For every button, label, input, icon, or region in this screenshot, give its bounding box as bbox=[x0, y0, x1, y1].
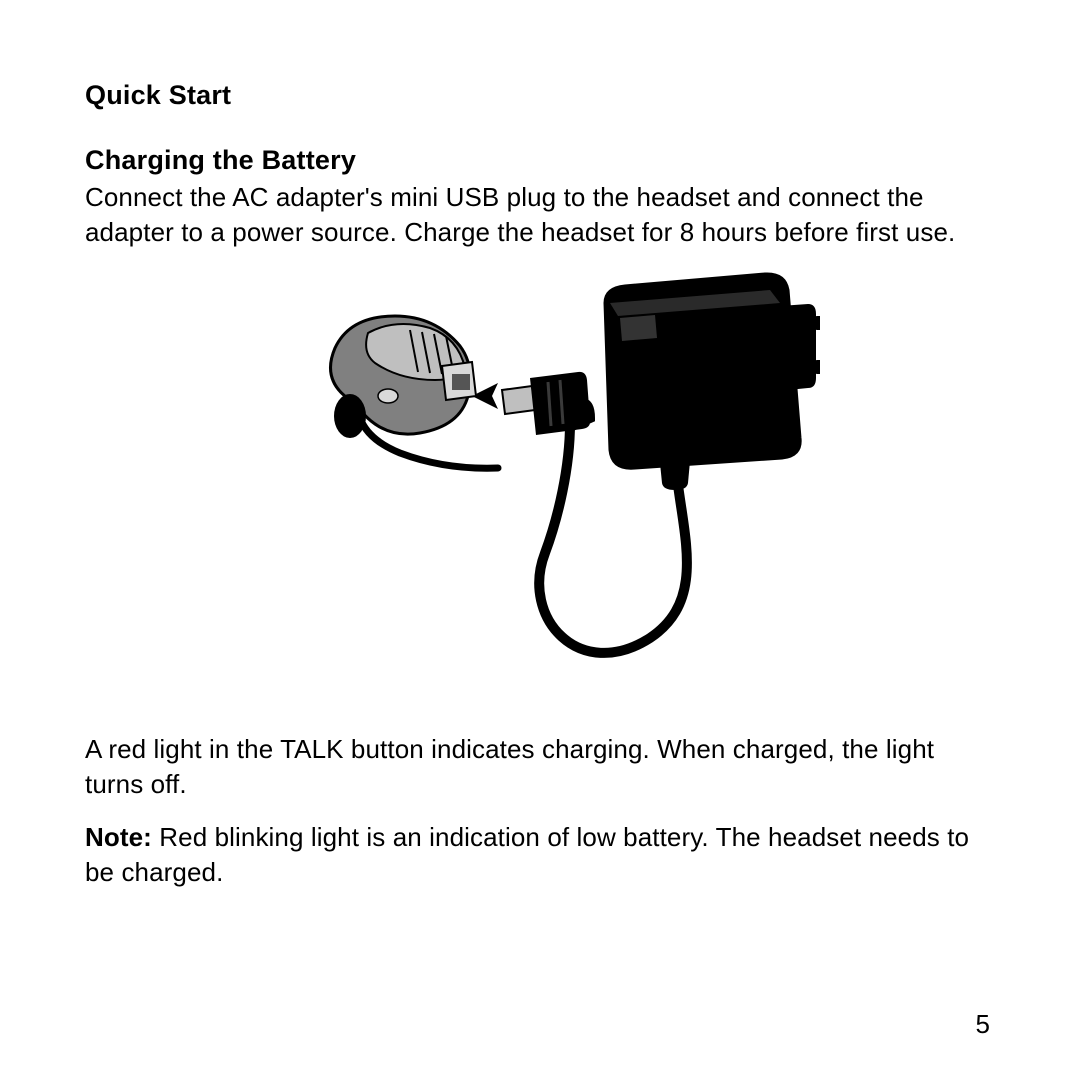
note-text: Red blinking light is an indication of l… bbox=[85, 822, 969, 887]
page-number: 5 bbox=[976, 1009, 990, 1040]
page-title: Quick Start bbox=[85, 80, 995, 111]
manual-page: Quick Start Charging the Battery Connect… bbox=[0, 0, 1080, 1080]
light-paragraph: A red light in the TALK button indicates… bbox=[85, 732, 995, 802]
note-label: Note: bbox=[85, 822, 152, 852]
section-heading: Charging the Battery bbox=[85, 145, 995, 176]
intro-paragraph: Connect the AC adapter's mini USB plug t… bbox=[85, 180, 995, 250]
note-paragraph: Note: Red blinking light is an indicatio… bbox=[85, 820, 995, 890]
charging-diagram bbox=[85, 268, 995, 708]
charging-diagram-svg bbox=[260, 268, 820, 698]
